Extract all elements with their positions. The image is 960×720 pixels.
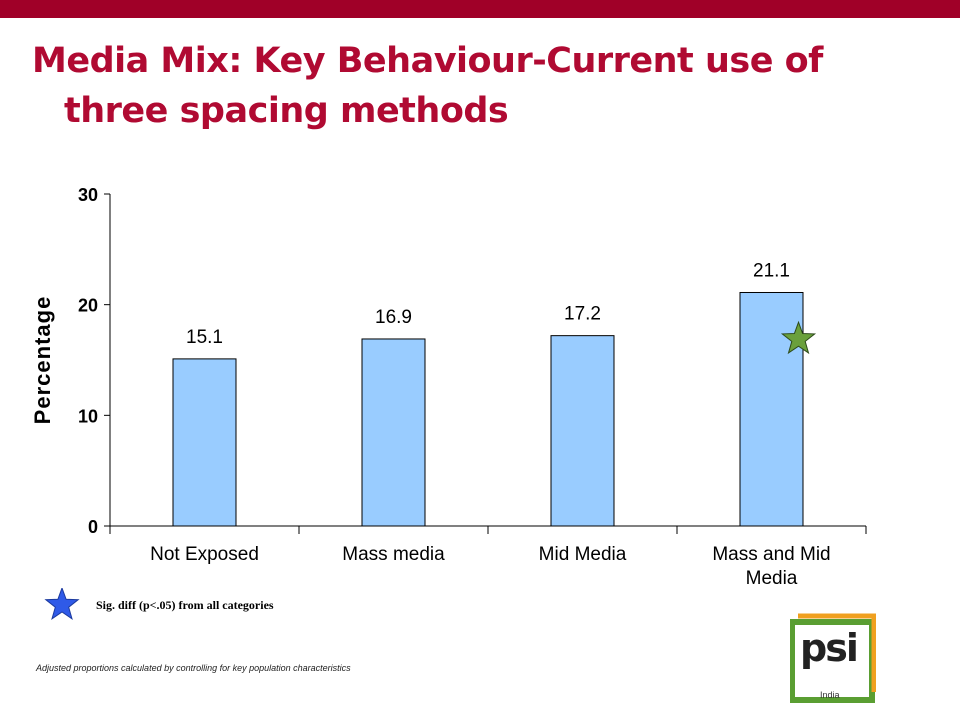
x-tick-label: Not Exposed	[150, 544, 259, 565]
y-tick-label: 30	[78, 185, 98, 205]
bar	[361, 338, 426, 527]
data-label: 15.1	[186, 327, 223, 348]
significance-star-marker	[780, 320, 817, 355]
bar	[550, 335, 615, 527]
bar-chart: 0 10 20 30 Percentage 15.1 Not Exposed 16.9 Mass…	[30, 185, 867, 589]
logo-subtext: India	[820, 690, 840, 700]
star-icon	[44, 588, 80, 620]
y-tick-label: 20	[78, 296, 98, 316]
title-line-1: Media Mix: Key Behaviour-Current use of	[32, 41, 823, 81]
y-tick-label: 10	[78, 406, 98, 426]
y-axis-title: Percentage	[30, 296, 55, 425]
x-tick-label: Media	[746, 568, 798, 589]
x-tick-label: Mass and Mid	[712, 544, 830, 565]
title-line-2: three spacing methods	[64, 91, 509, 131]
x-tick-label: Mid Media	[539, 544, 627, 565]
data-label: 21.1	[753, 260, 790, 281]
bar	[172, 358, 237, 527]
x-tick-label: Mass media	[342, 544, 445, 565]
logo-text: psi	[800, 626, 859, 670]
footnote: Adjusted proportions calculated by contr…	[36, 663, 351, 673]
legend-text: Sig. diff (p<.05) from all categories	[96, 598, 274, 612]
data-label: 16.9	[375, 307, 412, 328]
logo-frame	[789, 613, 877, 703]
y-tick-label: 0	[88, 517, 98, 537]
psi-logo: psi India	[789, 612, 877, 704]
page-title: Media Mix: Key Behaviour-Current use of …	[32, 36, 912, 136]
bar	[739, 291, 804, 527]
data-label: 17.2	[564, 304, 601, 325]
top-accent-bar	[0, 0, 960, 18]
